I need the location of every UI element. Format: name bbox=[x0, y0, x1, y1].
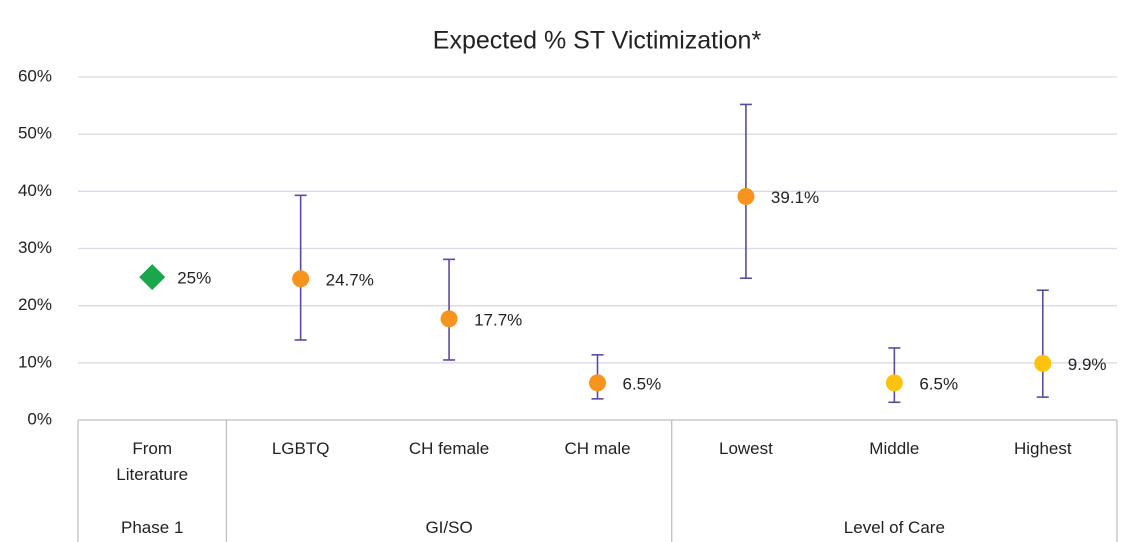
group-label: Level of Care bbox=[843, 518, 945, 537]
data-label: 6.5% bbox=[623, 374, 662, 393]
group-label: GI/SO bbox=[425, 518, 473, 537]
data-point bbox=[440, 310, 458, 328]
x-tick-label: From Literature bbox=[116, 439, 189, 484]
y-tick-label: 30% bbox=[18, 238, 52, 257]
x-tick-label: Middle bbox=[869, 439, 920, 458]
data-label: 25% bbox=[177, 269, 211, 288]
data-point bbox=[1034, 354, 1052, 372]
data-label: 39.1% bbox=[771, 188, 819, 207]
data-point bbox=[292, 270, 310, 288]
x-tick-label: Lowest bbox=[718, 439, 773, 458]
data-point bbox=[139, 264, 166, 291]
chart-title: Expected % ST Victimization* bbox=[433, 27, 762, 55]
y-tick-label: 60% bbox=[18, 66, 52, 85]
data-point bbox=[885, 374, 903, 392]
y-tick-label: 40% bbox=[18, 181, 52, 200]
x-tick-label: CH female bbox=[408, 439, 490, 458]
y-tick-label: 50% bbox=[18, 124, 52, 143]
data-label: 17.7% bbox=[474, 310, 522, 329]
data-point bbox=[737, 187, 755, 205]
data-label: 24.7% bbox=[326, 270, 374, 289]
data-point bbox=[589, 374, 606, 392]
x-tick-label: CH male bbox=[564, 439, 631, 458]
data-label: 6.5% bbox=[919, 374, 958, 393]
y-tick-label: 10% bbox=[18, 352, 52, 371]
x-tick-label: Highest bbox=[1013, 439, 1072, 458]
x-tick-label: LGBTQ bbox=[271, 439, 330, 458]
y-tick-label: 0% bbox=[27, 409, 52, 428]
group-label: Phase 1 bbox=[121, 518, 184, 537]
y-tick-label: 20% bbox=[18, 295, 52, 314]
data-label: 9.9% bbox=[1068, 355, 1107, 374]
